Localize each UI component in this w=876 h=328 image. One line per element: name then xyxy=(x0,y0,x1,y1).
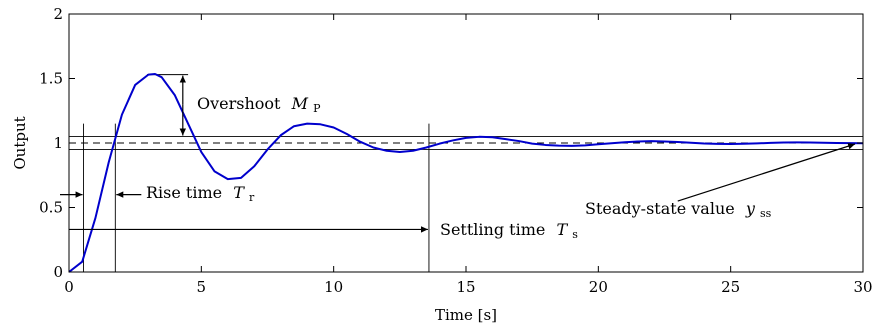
settling-time-sub: s xyxy=(572,228,578,241)
x-tick-label-30: 30 xyxy=(853,278,872,296)
y-tick-label-1: 1 xyxy=(53,134,63,152)
overshoot-sub: P xyxy=(313,102,321,115)
steady-state-arrow xyxy=(677,143,856,202)
y-axis-label: Output xyxy=(11,116,29,169)
rise-time-label: Rise time xyxy=(146,183,222,202)
y-tick-label-2: 2 xyxy=(53,5,63,23)
response-curve-0 xyxy=(68,72,864,273)
overshoot-label: Overshoot xyxy=(197,94,281,113)
rise-time-sub: r xyxy=(249,191,255,204)
steady-state-symbol: y xyxy=(745,199,756,218)
x-axis-label: Time [s] xyxy=(435,306,497,324)
response-curve-group xyxy=(68,72,864,273)
settling-time-label: Settling time xyxy=(440,220,545,239)
y-tick-label-0: 0 xyxy=(53,263,63,281)
x-tick-label-25: 25 xyxy=(721,278,740,296)
x-tick-label-5: 5 xyxy=(197,278,207,296)
rise-time-symbol: T xyxy=(233,183,245,202)
x-tick-label-0: 0 xyxy=(64,278,74,296)
x-tick-label-10: 10 xyxy=(324,278,343,296)
reference-lines xyxy=(69,74,863,272)
steady-state-label: Steady-state value xyxy=(585,199,735,218)
overshoot-annotation: Overshoot M P xyxy=(197,94,321,115)
settling-time-annotation: Settling time T s xyxy=(440,220,578,241)
x-tick-label-20: 20 xyxy=(589,278,608,296)
steady-state-annotation: Steady-state value y ss xyxy=(585,199,772,220)
annotation-group xyxy=(60,75,856,233)
settling-time-symbol: T xyxy=(556,220,568,239)
x-tick-label-15: 15 xyxy=(456,278,475,296)
rise-time-annotation: Rise time T r xyxy=(146,183,255,204)
axes-ticks: 0 5 10 15 20 25 30 0 0.5 1 1.5 2 xyxy=(39,5,872,296)
steady-state-sub: ss xyxy=(760,207,772,220)
y-tick-label-0.5: 0.5 xyxy=(39,199,63,217)
y-tick-label-1.5: 1.5 xyxy=(39,70,63,88)
overshoot-symbol: M xyxy=(291,94,309,113)
